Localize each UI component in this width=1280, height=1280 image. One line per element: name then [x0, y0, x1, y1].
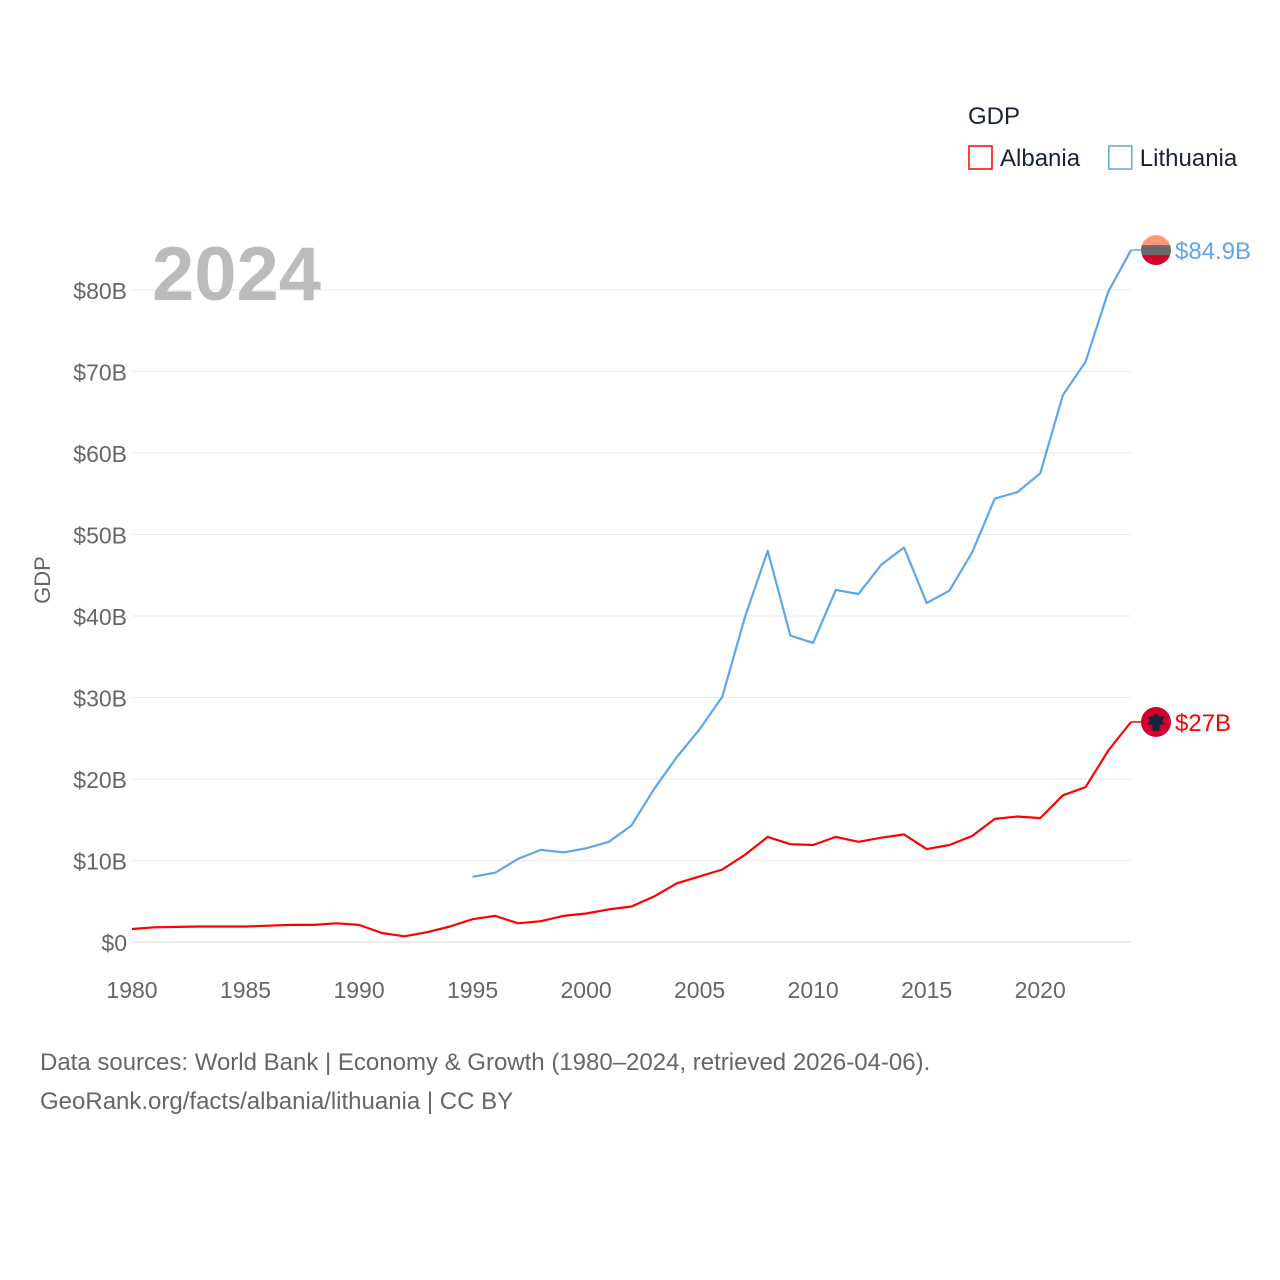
legend-swatch-albania: [968, 145, 993, 170]
end-value-label-lithuania: $84.9B: [1175, 238, 1251, 265]
x-tick-label: 1990: [333, 977, 384, 1003]
x-tick-label: 1980: [106, 977, 157, 1003]
y-tick-label: $80B: [73, 278, 127, 304]
y-tick-label: $10B: [73, 849, 127, 875]
x-tick-label: 2015: [901, 977, 952, 1003]
footer: Data sources: World Bank | Economy & Gro…: [40, 1043, 930, 1121]
year-label: 2024: [152, 232, 321, 317]
x-tick-label: 1985: [220, 977, 271, 1003]
series-line-lithuania: [472, 249, 1132, 878]
legend-swatch-lithuania: [1108, 145, 1133, 170]
attribution-link[interactable]: GeoRank.org/facts/albania/lithuania | CC…: [40, 1088, 514, 1115]
legend-label-albania: Albania: [1000, 145, 1081, 172]
x-tick-label: 1995: [447, 977, 498, 1003]
y-tick-label: $50B: [73, 523, 127, 549]
y-tick-label: $30B: [73, 686, 127, 712]
x-tick-label: 2000: [561, 977, 612, 1003]
y-tick-label: $20B: [73, 767, 127, 793]
series-line-albania: [131, 721, 1132, 938]
y-tick-label: $0: [101, 930, 127, 956]
end-value-label-albania: $27B: [1175, 710, 1231, 737]
x-tick-label: 2005: [674, 977, 725, 1003]
lithuania-flag-icon: [1141, 235, 1171, 266]
x-tick-label: 2020: [1015, 977, 1066, 1003]
y-tick-label: $70B: [73, 360, 127, 386]
data-source-text: Data sources: World Bank | Economy & Gro…: [40, 1049, 931, 1076]
legend-title: GDP: [968, 103, 1020, 130]
legend-label-lithuania: Lithuania: [1140, 145, 1238, 172]
y-axis-label: GDP: [30, 556, 55, 604]
x-tick-label: 2010: [788, 977, 839, 1003]
eagle-icon: [1147, 712, 1165, 731]
gdp-line-chart: $0 $10B $20B $30B $40B $50B $60B $70B $80B 1980 19…: [30, 103, 1251, 1003]
y-tick-label: $40B: [73, 604, 127, 630]
y-tick-label: $60B: [73, 441, 127, 467]
